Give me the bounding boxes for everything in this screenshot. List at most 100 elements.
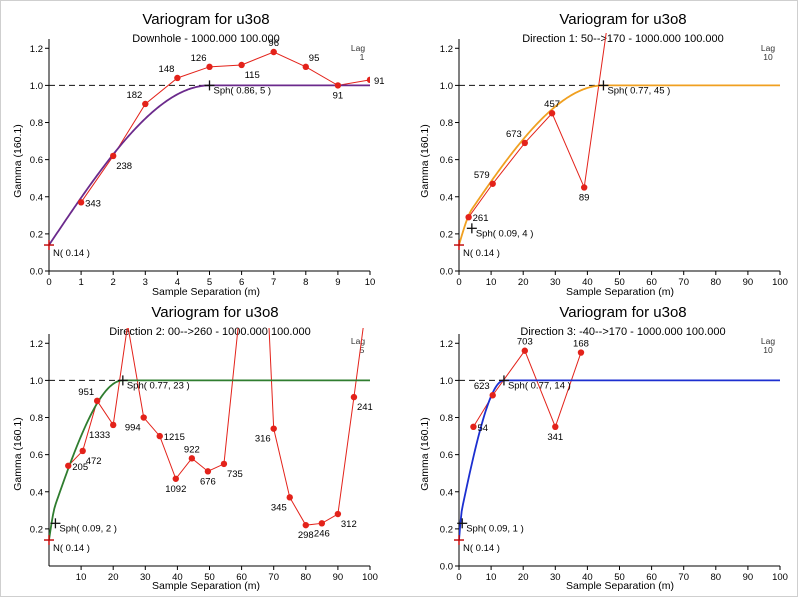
experimental-point: [206, 63, 213, 71]
structure-label: Sph( 0.09, 4 ): [476, 228, 534, 239]
x-tick-label: 10: [76, 572, 87, 583]
variogram-panel-downhole: Variogram for u3o8 Downhole - 1000.000 1…: [1, 1, 400, 299]
lag-title: Lag: [761, 43, 775, 53]
experimental-point: [360, 322, 366, 328]
point-pair-count-label: 922: [184, 444, 200, 455]
y-tick-label: 1.0: [30, 81, 43, 92]
y-tick-label: 1.0: [440, 81, 453, 92]
nugget-label: N( 0.14 ): [53, 248, 90, 259]
y-tick-label: 0.4: [440, 487, 453, 498]
chart-subtitle: Downhole - 1000.000 100.000: [132, 33, 279, 45]
chart-subtitle: Direction 2: 00-->260 - 1000.000 100.000: [109, 326, 311, 338]
point-pair-count-label: 182: [126, 90, 142, 101]
chart-title: Variogram for u3o8: [142, 11, 269, 28]
x-axis-label: Sample Separation (m): [566, 286, 674, 298]
x-tick-label: 9: [335, 277, 340, 288]
x-tick-label: 70: [268, 572, 279, 583]
point-pair-count-label: 96: [268, 38, 279, 49]
y-tick-label: 0.6: [440, 155, 453, 166]
point-pair-count-label: 91: [333, 90, 344, 101]
y-axis-label: Gamma (160.1): [419, 417, 431, 491]
x-tick-label: 40: [582, 277, 593, 288]
experimental-point: [302, 63, 309, 71]
point-pair-count-label: 205: [72, 462, 88, 473]
experimental-point: [489, 180, 496, 187]
x-tick-label: 10: [365, 277, 376, 288]
x-tick-label: 20: [108, 572, 119, 583]
y-tick-label: 0.8: [440, 413, 453, 424]
x-tick-label: 70: [678, 572, 689, 583]
experimental-point: [548, 110, 556, 117]
x-tick-label: 30: [550, 277, 561, 288]
experimental-point: [580, 184, 588, 191]
experimental-point: [489, 392, 496, 399]
x-tick-label: 60: [646, 277, 657, 288]
variogram-chart-downhole: Variogram for u3o8 Downhole - 1000.000 1…: [12, 11, 385, 298]
x-tick-label: 50: [614, 572, 625, 583]
point-pair-count-label: 54: [477, 423, 488, 434]
variogram-panel-direction-1: Variogram for u3o8 Direction 1: 50-->170…: [400, 1, 798, 299]
lag-title: Lag: [351, 336, 365, 346]
y-tick-label: 0.6: [440, 450, 453, 461]
y-axis-label: Gamma (160.1): [419, 124, 431, 198]
y-tick-label: 0.4: [440, 192, 453, 203]
structure-label: Sph( 0.09, 1 ): [466, 523, 524, 534]
y-tick-label: 0.0: [440, 562, 453, 573]
point-pair-count-label: 91: [374, 76, 385, 87]
x-tick-label: 90: [743, 572, 754, 583]
point-pair-count-label: 703: [517, 337, 533, 348]
lag-title: Lag: [351, 43, 365, 53]
experimental-point: [334, 82, 342, 89]
chart-title: Variogram for u3o8: [559, 11, 686, 28]
experimental-point: [156, 432, 163, 440]
point-pair-count-label: 735: [227, 469, 243, 480]
x-tick-label: 50: [614, 277, 625, 288]
variogram-panel-direction-2: Variogram for u3o8 Direction 2: 00-->260…: [1, 299, 400, 597]
variogram-chart-direction-1: Variogram for u3o8 Direction 1: 50-->170…: [419, 11, 788, 298]
y-tick-label: 1.2: [440, 339, 453, 350]
experimental-group: [459, 33, 780, 246]
chart-subtitle: Direction 3: -40-->170 - 1000.000 100.00…: [520, 326, 725, 338]
y-tick-label: 0.0: [30, 267, 43, 278]
experimental-point: [172, 475, 179, 482]
experimental-point: [270, 48, 277, 56]
lag-value: 10: [763, 52, 773, 62]
x-tick-label: 40: [582, 572, 593, 583]
x-axis-label: Sample Separation (m): [152, 286, 260, 298]
x-tick-label: 60: [236, 572, 247, 583]
experimental-line: [468, 33, 607, 218]
point-pair-count-label: 126: [191, 53, 207, 64]
x-tick-label: 90: [333, 572, 344, 583]
chart-title: Variogram for u3o8: [151, 304, 278, 321]
y-tick-label: 0.8: [30, 118, 43, 129]
point-pair-count-label: 312: [341, 519, 357, 530]
point-pair-count-label: 1092: [165, 484, 186, 495]
lag-value: 5: [360, 345, 365, 355]
plot-area: 10 20 30 40 50 60 70 80 90 100 0.2 0.4 0.6 0.8 1.0 1.2 2…: [30, 322, 378, 583]
x-tick-label: 80: [711, 572, 722, 583]
point-pair-count-label: 676: [200, 476, 216, 487]
experimental-point: [79, 447, 86, 455]
x-tick-label: 10: [486, 572, 497, 583]
variogram-panel-direction-3: Variogram for u3o8 Direction 3: -40-->17…: [400, 299, 798, 597]
experimental-point: [465, 213, 472, 221]
x-tick-label: 3: [143, 277, 148, 288]
x-tick-label: 20: [518, 277, 529, 288]
experimental-point: [110, 421, 117, 429]
x-tick-label: 40: [172, 572, 183, 583]
structure-label: Sph( 0.77, 23 ): [127, 380, 190, 391]
x-tick-label: 80: [711, 277, 722, 288]
x-tick-label: 30: [140, 572, 151, 583]
experimental-point: [142, 100, 149, 108]
y-tick-label: 0.0: [440, 267, 453, 278]
plot-area: 0 1 2 3 4 5 6 7 8 9 10 0.0 0.2 0.4 0.6 0.8 1.0 1.2 343 238 1…: [30, 38, 385, 288]
x-tick-label: 2: [111, 277, 116, 288]
experimental-point: [470, 423, 477, 430]
point-pair-count-label: 343: [85, 198, 101, 209]
experimental-point: [77, 199, 85, 206]
x-tick-label: 100: [772, 572, 788, 583]
x-tick-label: 50: [204, 572, 215, 583]
x-tick-label: 6: [239, 277, 244, 288]
x-tick-label: 80: [301, 572, 312, 583]
point-pair-count-label: 238: [116, 161, 132, 172]
